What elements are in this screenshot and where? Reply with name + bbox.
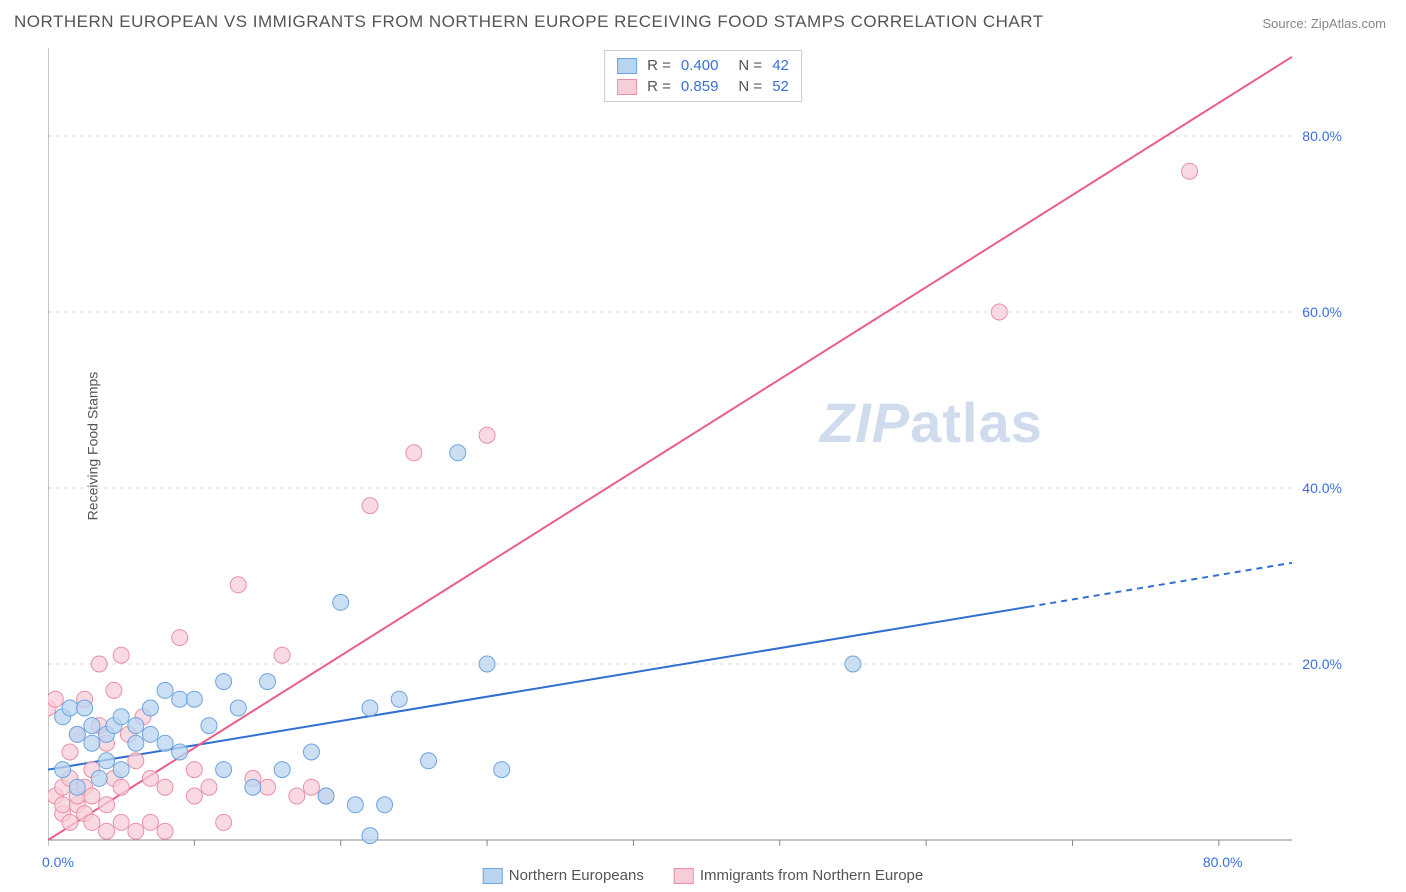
scatter-chart: 20.0% 40.0% 60.0% 80.0%	[48, 48, 1388, 848]
source-label: Source: ZipAtlas.com	[1262, 16, 1386, 31]
svg-text:20.0%: 20.0%	[1302, 656, 1342, 672]
x-tick-min: 0.0%	[42, 854, 74, 870]
svg-text:40.0%: 40.0%	[1302, 480, 1342, 496]
x-tick-max: 80.0%	[1203, 854, 1243, 870]
svg-text:60.0%: 60.0%	[1302, 304, 1342, 320]
watermark: ZIPatlas	[820, 390, 1043, 455]
series-legend: Northern EuropeansImmigrants from Northe…	[483, 867, 924, 884]
chart-title: NORTHERN EUROPEAN VS IMMIGRANTS FROM NOR…	[14, 12, 1044, 32]
svg-text:80.0%: 80.0%	[1302, 128, 1342, 144]
correlation-legend: R =0.400 N =42 R =0.859 N =52	[604, 50, 802, 102]
